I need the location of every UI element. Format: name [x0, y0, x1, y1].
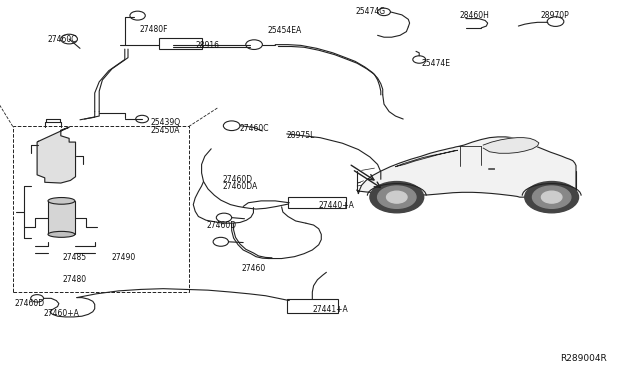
- Circle shape: [370, 182, 424, 213]
- Text: 25474E: 25474E: [421, 59, 450, 68]
- Text: 25474G: 25474G: [355, 7, 385, 16]
- Text: 27460DA: 27460DA: [223, 182, 258, 191]
- Polygon shape: [357, 137, 576, 197]
- Text: 27460: 27460: [242, 264, 266, 273]
- Circle shape: [525, 182, 579, 213]
- Text: 28975L: 28975L: [287, 131, 315, 140]
- Text: 25450A: 25450A: [150, 126, 180, 135]
- Text: 27460C: 27460C: [240, 124, 269, 133]
- Text: 27460D: 27460D: [206, 221, 236, 230]
- Text: 27485: 27485: [63, 253, 87, 262]
- Text: 27480: 27480: [63, 275, 87, 284]
- Polygon shape: [37, 127, 76, 183]
- Circle shape: [532, 186, 571, 208]
- Polygon shape: [396, 150, 458, 167]
- Text: 27490: 27490: [112, 253, 136, 262]
- Ellipse shape: [48, 198, 75, 204]
- Text: 27460D: 27460D: [14, 299, 44, 308]
- Circle shape: [541, 191, 562, 203]
- Polygon shape: [483, 138, 539, 153]
- Ellipse shape: [48, 231, 75, 237]
- Text: 28970P: 28970P: [541, 11, 570, 20]
- Text: 28460H: 28460H: [460, 11, 490, 20]
- Bar: [287, 299, 338, 313]
- Text: 27460D: 27460D: [223, 175, 253, 184]
- Bar: [48, 201, 75, 234]
- Text: 25439Q: 25439Q: [150, 118, 180, 126]
- Circle shape: [387, 191, 407, 203]
- Bar: [13, 126, 189, 292]
- Text: 27460C: 27460C: [48, 35, 77, 44]
- Bar: [159, 38, 202, 49]
- Text: 27480F: 27480F: [140, 25, 168, 33]
- Text: 25454EA: 25454EA: [268, 26, 302, 35]
- Text: R289004R: R289004R: [560, 355, 607, 363]
- Bar: [288, 197, 346, 208]
- Circle shape: [378, 186, 416, 208]
- Text: 28916: 28916: [195, 41, 219, 50]
- Text: 27440+A: 27440+A: [319, 201, 355, 210]
- Text: 27460+A: 27460+A: [44, 309, 79, 318]
- Text: 27441+A: 27441+A: [312, 305, 348, 314]
